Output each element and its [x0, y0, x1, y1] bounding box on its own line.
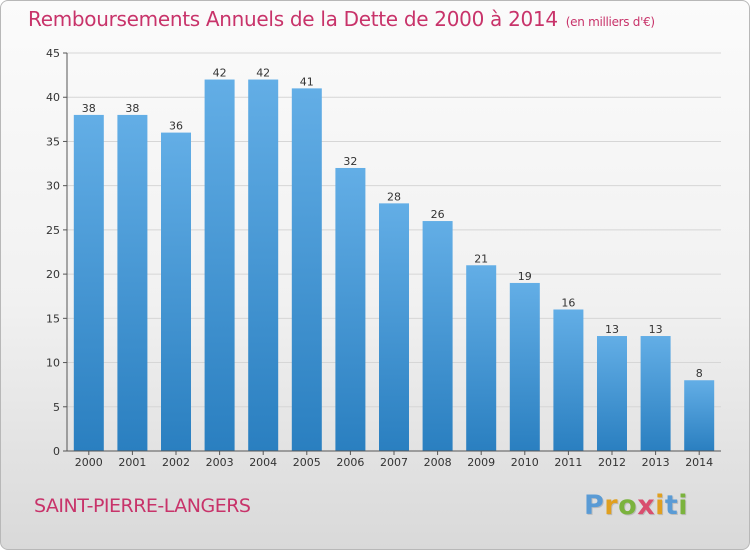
x-tick-label: 2001 — [118, 456, 146, 469]
data-label: 32 — [343, 155, 357, 168]
commune-name: SAINT-PIERRE-LANGERS — [34, 495, 251, 517]
y-tick-label: 0 — [53, 445, 60, 458]
chart-title-text: Remboursements Annuels de la Dette de 20… — [28, 7, 558, 31]
data-label: 41 — [300, 75, 314, 88]
y-tick-label: 30 — [46, 180, 60, 193]
data-label: 36 — [169, 120, 183, 133]
logo-letter: o — [618, 490, 638, 521]
x-tick-label: 2011 — [554, 456, 582, 469]
chart-title: Remboursements Annuels de la Dette de 20… — [28, 7, 655, 31]
data-label: 19 — [518, 270, 532, 283]
x-tick-label: 2009 — [467, 456, 495, 469]
data-label: 42 — [213, 67, 227, 80]
data-label: 38 — [125, 102, 139, 115]
bar — [204, 79, 235, 452]
y-tick-label: 40 — [46, 91, 60, 104]
bar — [73, 114, 104, 452]
chart-unit: (en milliers d'€) — [565, 15, 655, 29]
bar — [161, 132, 191, 451]
data-label: 13 — [649, 323, 663, 336]
data-label: 8 — [696, 367, 703, 380]
x-tick-label: 2012 — [598, 456, 626, 469]
y-tick-label: 15 — [46, 312, 60, 325]
data-label: 38 — [82, 102, 96, 115]
data-label: 26 — [431, 208, 445, 221]
x-tick-label: 2002 — [162, 456, 190, 469]
x-tick-label: 2007 — [380, 456, 408, 469]
bar — [335, 167, 366, 451]
bar — [291, 88, 322, 451]
x-tick-label: 2008 — [424, 456, 452, 469]
axes — [63, 52, 721, 455]
y-tick-label: 35 — [46, 135, 60, 148]
bar — [509, 282, 540, 451]
x-tick-label: 2005 — [293, 456, 321, 469]
logo-letter: r — [604, 490, 619, 521]
data-label: 28 — [387, 190, 401, 203]
x-tick-label: 2003 — [206, 456, 234, 469]
y-tick-label: 25 — [46, 224, 60, 237]
y-tick-label: 20 — [46, 268, 60, 281]
y-tick-label: 45 — [46, 47, 60, 60]
bar — [640, 336, 671, 451]
logo-letter: x — [637, 490, 656, 521]
data-label: 42 — [256, 67, 270, 80]
bar — [684, 380, 715, 451]
labels: 0 5 10 15 20 25 30 35 40 45 38 2000 38 2001 36 2002 42 20… — [46, 47, 713, 469]
data-label: 16 — [561, 296, 575, 309]
data-label: 13 — [605, 323, 619, 336]
bar — [466, 265, 497, 451]
bar — [117, 114, 148, 452]
bar — [597, 336, 627, 451]
proxiti-logo: Proxiti — [584, 490, 688, 521]
bar — [379, 203, 409, 451]
bar — [422, 221, 453, 451]
x-tick-label: 2004 — [249, 456, 277, 469]
logo-letter: P — [584, 490, 605, 521]
x-tick-label: 2000 — [75, 456, 103, 469]
x-tick-label: 2006 — [336, 456, 364, 469]
y-tick-label: 5 — [53, 401, 60, 414]
data-label: 21 — [474, 252, 488, 265]
bars — [73, 79, 715, 452]
y-tick-label: 10 — [46, 357, 60, 370]
x-tick-label: 2013 — [642, 456, 670, 469]
bar — [553, 309, 584, 451]
x-tick-label: 2010 — [511, 456, 539, 469]
x-tick-label: 2014 — [685, 456, 713, 469]
bar — [248, 79, 279, 452]
logo-letter: i — [678, 490, 689, 521]
logo-letter: i — [655, 490, 665, 521]
logo-letter: t — [664, 490, 679, 521]
